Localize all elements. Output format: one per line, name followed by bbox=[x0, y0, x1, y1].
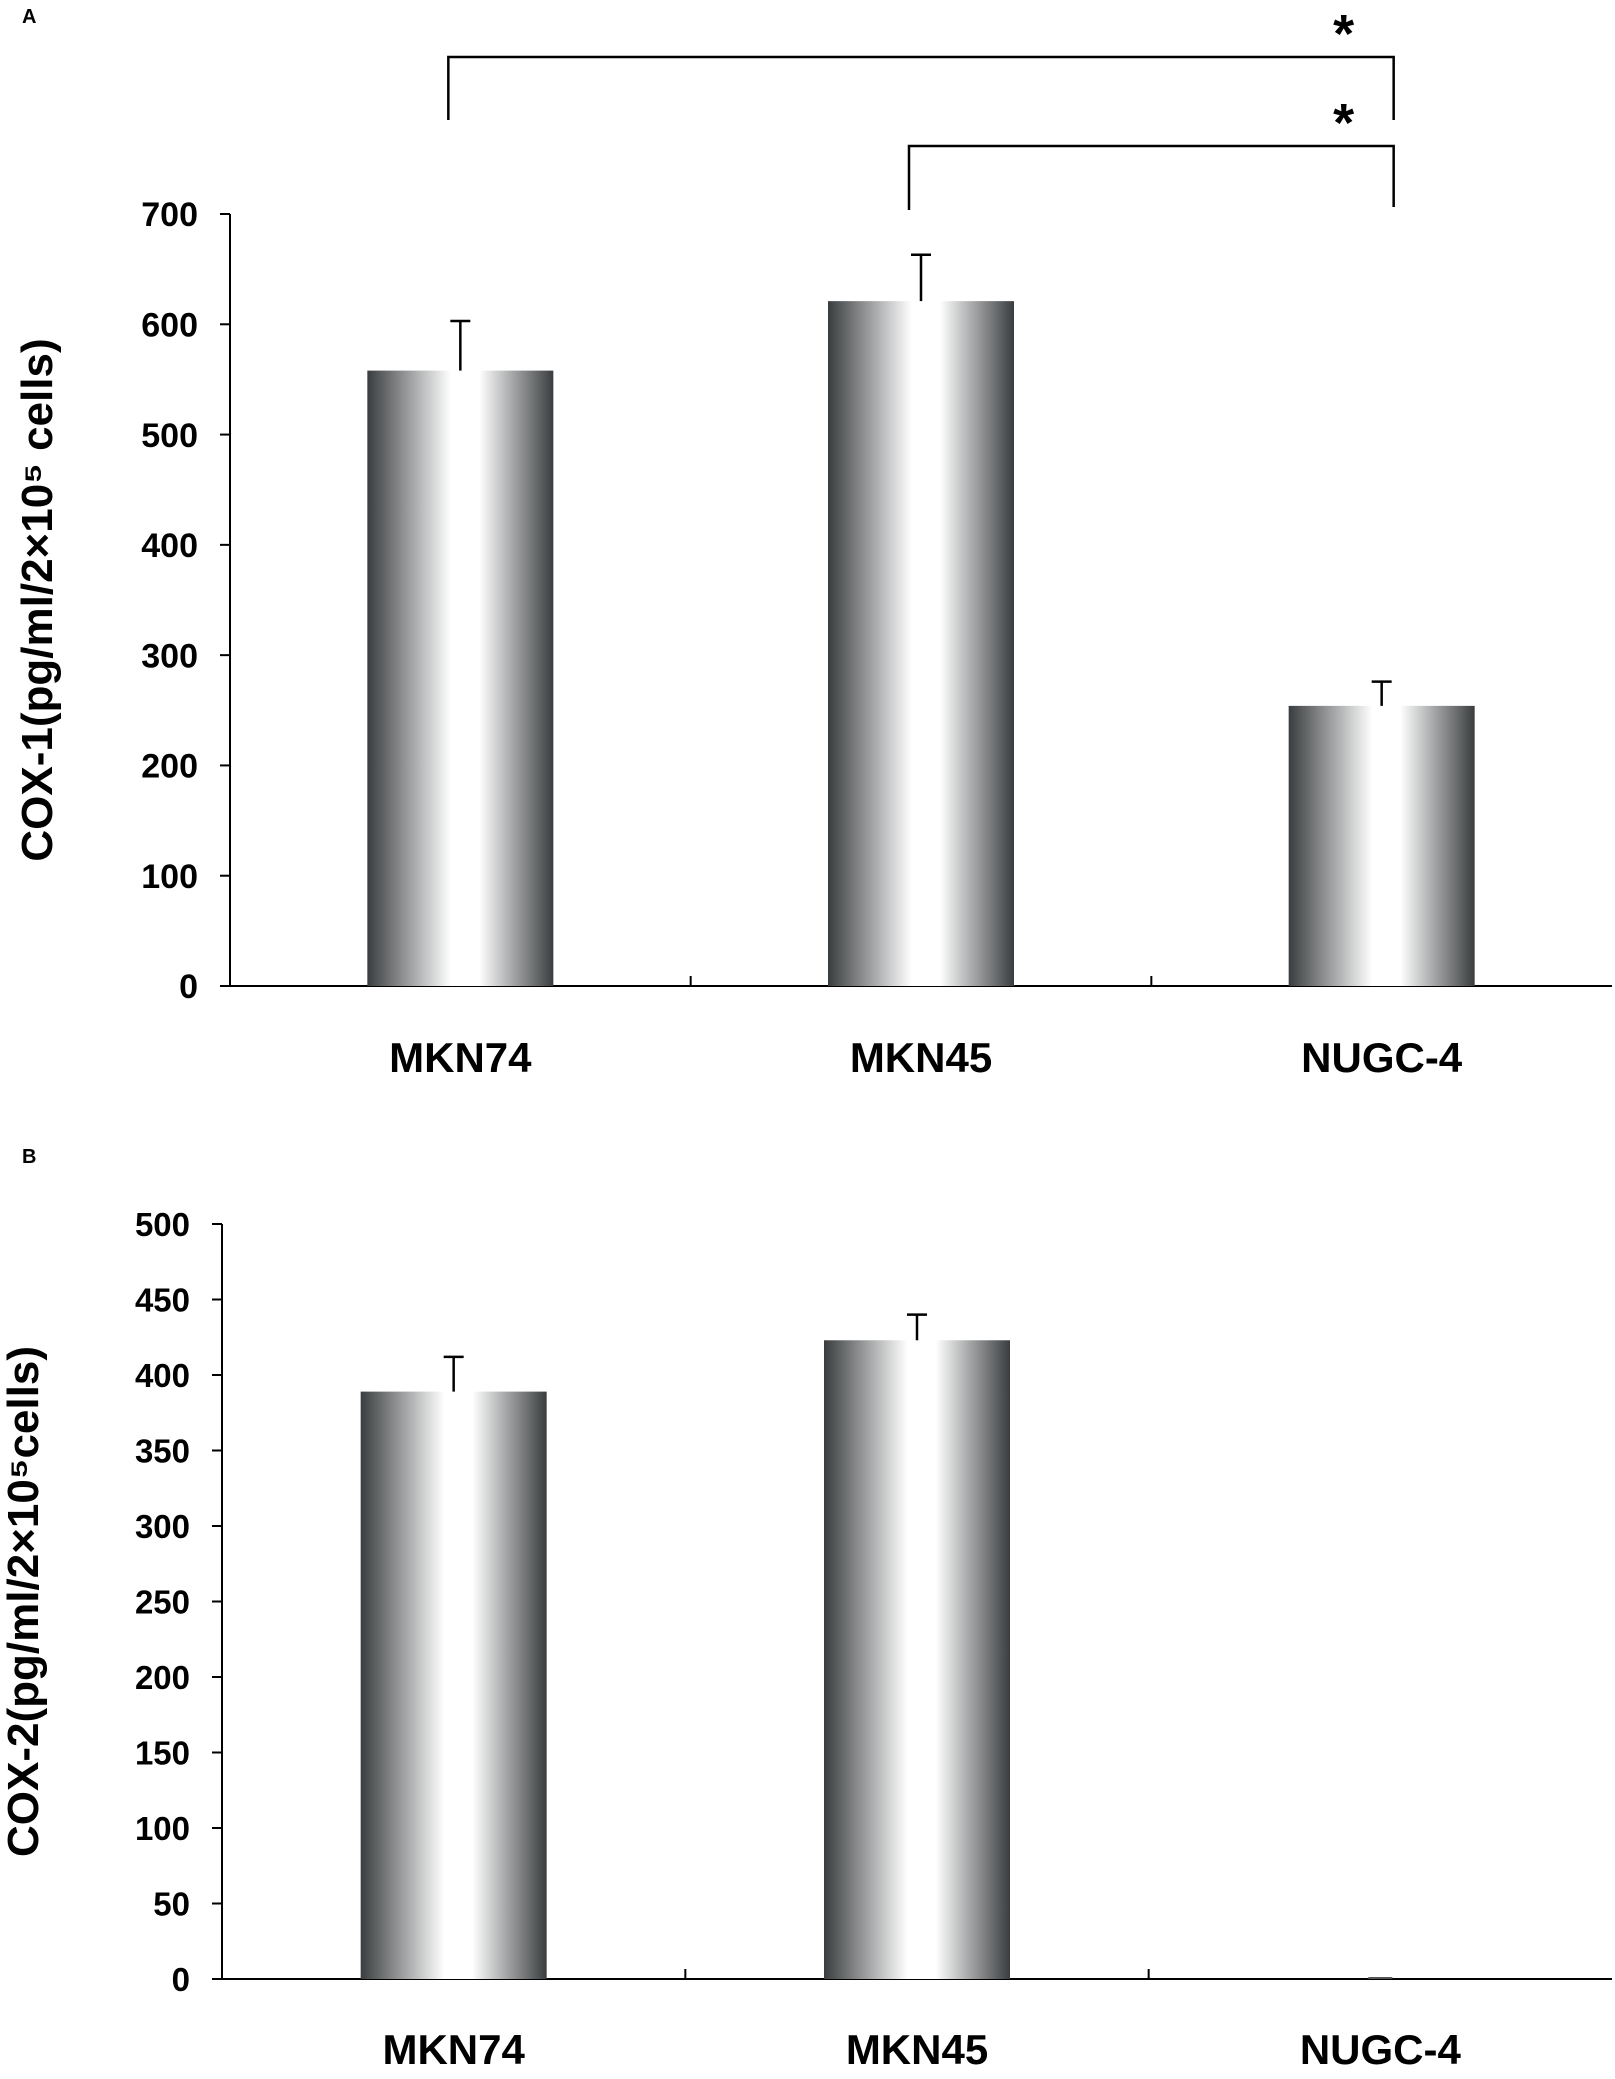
y-tick-label: 250 bbox=[135, 1583, 190, 1620]
y-tick-label: 300 bbox=[141, 637, 198, 675]
category-label: MKN45 bbox=[850, 1034, 992, 1081]
y-tick-label: 450 bbox=[135, 1281, 190, 1318]
y-tick-label: 100 bbox=[141, 858, 198, 896]
bar bbox=[360, 1391, 547, 1979]
bar bbox=[828, 301, 1014, 986]
y-tick-label: 150 bbox=[135, 1734, 190, 1771]
y-tick-label: 100 bbox=[135, 1810, 190, 1847]
significance-bracket bbox=[447, 55, 1395, 120]
cox2-bar-chart: 0 50 100 150 200 250 300 350 400 450 500 MKN74 MKN45… bbox=[0, 1206, 1612, 2073]
y-tick-label: 400 bbox=[141, 527, 198, 565]
y-tick-label: 200 bbox=[141, 748, 198, 786]
y-tick-label: 0 bbox=[179, 968, 198, 1006]
significance-star: * bbox=[1333, 93, 1354, 153]
y-tick-label: 0 bbox=[172, 1961, 190, 1998]
bar bbox=[824, 1340, 1010, 1979]
y-tick-label: 500 bbox=[135, 1206, 190, 1243]
category-label: MKN74 bbox=[389, 1034, 532, 1081]
chart-panel-b: B 0 50 100 150 200 250 300 350 400 450 500 MKN74 MKN… bbox=[0, 1130, 1615, 2079]
y-tick-label: 400 bbox=[135, 1357, 190, 1394]
y-tick-label: 350 bbox=[135, 1432, 190, 1469]
panel-label-a: A bbox=[22, 6, 37, 28]
category-label: NUGC-4 bbox=[1301, 1034, 1463, 1081]
bar bbox=[367, 370, 554, 986]
chart-panel-a: A 0 100 200 300 400 500 600 700 MKN74 MKN45 NUGC-4… bbox=[13, 4, 1612, 1081]
y-axis-title: COX-2(pg/ml/2×10⁵cells) bbox=[0, 1346, 48, 1857]
y-tick-label: 600 bbox=[141, 307, 198, 345]
y-tick-label: 700 bbox=[141, 196, 198, 234]
y-tick-label: 300 bbox=[135, 1508, 190, 1545]
y-tick-label: 500 bbox=[141, 417, 198, 455]
y-tick-label: 200 bbox=[135, 1659, 190, 1696]
cox1-bar-chart: 0 100 200 300 400 500 600 700 MKN74 MKN45 NUGC-4 CO… bbox=[13, 4, 1612, 1081]
category-label: MKN74 bbox=[382, 2026, 525, 2073]
category-label: MKN45 bbox=[846, 2026, 988, 2073]
y-axis-title: COX-1(pg/ml/2×10⁵ cells) bbox=[13, 338, 62, 861]
significance-star: * bbox=[1333, 4, 1354, 64]
significance-bracket bbox=[907, 144, 1395, 210]
y-tick-label: 50 bbox=[153, 1885, 190, 1922]
category-label: NUGC-4 bbox=[1300, 2026, 1462, 2073]
panel-label-b: B bbox=[22, 1146, 37, 1168]
bar bbox=[1288, 705, 1475, 986]
